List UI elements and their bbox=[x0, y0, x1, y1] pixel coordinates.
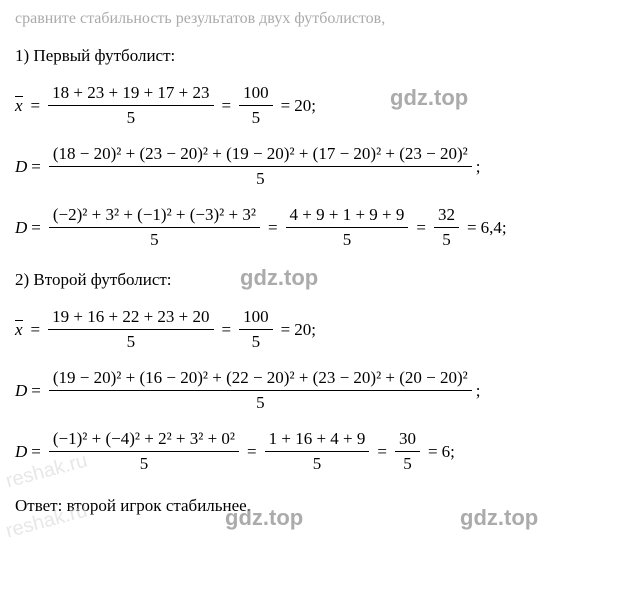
section2-mean-equation: x = 19 + 16 + 22 + 23 + 20 5 = 100 5 = 2… bbox=[15, 305, 615, 354]
section2-variance1-equation: D = (19 − 20)² + (16 − 20)² + (22 − 20)²… bbox=[15, 366, 615, 415]
equals-sign: = bbox=[31, 96, 41, 116]
denominator: 5 bbox=[309, 452, 326, 476]
denominator: 5 bbox=[252, 167, 269, 191]
result: 20; bbox=[294, 320, 316, 340]
fraction: (19 − 20)² + (16 − 20)² + (22 − 20)² + (… bbox=[49, 366, 472, 415]
fraction: 30 5 bbox=[395, 427, 420, 476]
numerator: 100 bbox=[239, 81, 273, 106]
equals-sign: = bbox=[281, 320, 291, 340]
result: 6; bbox=[442, 442, 455, 462]
fraction: 4 + 9 + 1 + 9 + 9 5 bbox=[286, 203, 409, 252]
equals-sign: = bbox=[222, 320, 232, 340]
denominator: 5 bbox=[136, 452, 153, 476]
equals-sign: = bbox=[467, 218, 477, 238]
denominator: 5 bbox=[438, 228, 455, 252]
equals-sign: = bbox=[222, 96, 232, 116]
equals-sign: = bbox=[31, 157, 41, 177]
equals-sign: = bbox=[247, 442, 257, 462]
x-bar-symbol: x bbox=[15, 96, 23, 116]
fraction: 100 5 bbox=[239, 81, 273, 130]
fraction: 19 + 16 + 22 + 23 + 20 5 bbox=[48, 305, 213, 354]
section2-title: 2) Второй футболист: bbox=[15, 270, 615, 290]
section2-variance2-equation: D = (−1)² + (−4)² + 2² + 3² + 0² 5 = 1 +… bbox=[15, 427, 615, 476]
numerator: 19 + 16 + 22 + 23 + 20 bbox=[48, 305, 213, 330]
numerator: (−1)² + (−4)² + 2² + 3² + 0² bbox=[49, 427, 239, 452]
fraction: 18 + 23 + 19 + 17 + 23 5 bbox=[48, 81, 213, 130]
section1-variance2-equation: D = (−2)² + 3² + (−1)² + (−3)² + 3² 5 = … bbox=[15, 203, 615, 252]
equals-sign: = bbox=[31, 442, 41, 462]
section1-title: 1) Первый футболист: bbox=[15, 46, 615, 66]
result: 6,4; bbox=[481, 218, 507, 238]
equals-sign: = bbox=[377, 442, 387, 462]
denominator: 5 bbox=[248, 330, 265, 354]
denominator: 5 bbox=[399, 452, 416, 476]
fraction: (−2)² + 3² + (−1)² + (−3)² + 3² 5 bbox=[49, 203, 260, 252]
numerator: 4 + 9 + 1 + 9 + 9 bbox=[286, 203, 409, 228]
numerator: (19 − 20)² + (16 − 20)² + (22 − 20)² + (… bbox=[49, 366, 472, 391]
d-symbol: D bbox=[15, 157, 27, 177]
fraction: 32 5 bbox=[434, 203, 459, 252]
trailing: ; bbox=[476, 157, 481, 177]
x-bar-symbol: x bbox=[15, 320, 23, 340]
section1-mean-equation: x = 18 + 23 + 19 + 17 + 23 5 = 100 5 = 2… bbox=[15, 81, 615, 130]
fraction: 1 + 16 + 4 + 9 5 bbox=[265, 427, 370, 476]
equals-sign: = bbox=[281, 96, 291, 116]
denominator: 5 bbox=[252, 391, 269, 415]
numerator: (−2)² + 3² + (−1)² + (−3)² + 3² bbox=[49, 203, 260, 228]
section1-variance1-equation: D = (18 − 20)² + (23 − 20)² + (19 − 20)²… bbox=[15, 142, 615, 191]
d-symbol: D bbox=[15, 218, 27, 238]
equals-sign: = bbox=[31, 381, 41, 401]
denominator: 5 bbox=[248, 106, 265, 130]
denominator: 5 bbox=[146, 228, 163, 252]
denominator: 5 bbox=[123, 330, 140, 354]
fraction: (18 − 20)² + (23 − 20)² + (19 − 20)² + (… bbox=[49, 142, 472, 191]
top-cutoff-text: сравните стабильность результатов двух ф… bbox=[15, 10, 615, 28]
equals-sign: = bbox=[31, 218, 41, 238]
numerator: 30 bbox=[395, 427, 420, 452]
fraction: 100 5 bbox=[239, 305, 273, 354]
d-symbol: D bbox=[15, 381, 27, 401]
numerator: (18 − 20)² + (23 − 20)² + (19 − 20)² + (… bbox=[49, 142, 472, 167]
numerator: 18 + 23 + 19 + 17 + 23 bbox=[48, 81, 213, 106]
equals-sign: = bbox=[428, 442, 438, 462]
equals-sign: = bbox=[268, 218, 278, 238]
numerator: 100 bbox=[239, 305, 273, 330]
answer-text: Ответ: второй игрок стабильнее. bbox=[15, 496, 615, 516]
denominator: 5 bbox=[339, 228, 356, 252]
result: 20; bbox=[294, 96, 316, 116]
d-symbol: D bbox=[15, 442, 27, 462]
numerator: 1 + 16 + 4 + 9 bbox=[265, 427, 370, 452]
numerator: 32 bbox=[434, 203, 459, 228]
equals-sign: = bbox=[416, 218, 426, 238]
trailing: ; bbox=[476, 381, 481, 401]
fraction: (−1)² + (−4)² + 2² + 3² + 0² 5 bbox=[49, 427, 239, 476]
equals-sign: = bbox=[31, 320, 41, 340]
denominator: 5 bbox=[123, 106, 140, 130]
